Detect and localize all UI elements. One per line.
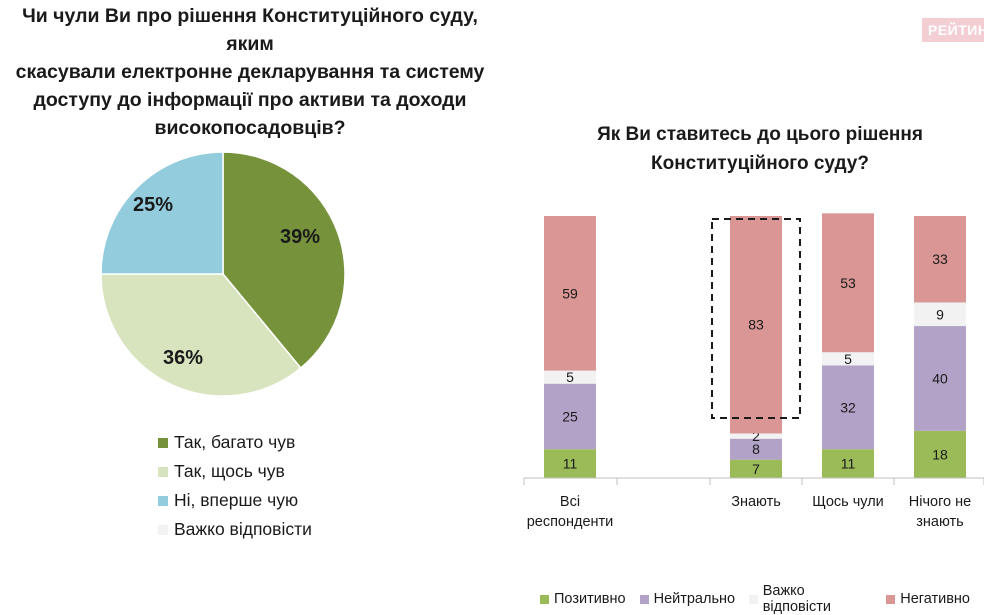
pie-legend-item: Так, багато чув (158, 428, 312, 457)
legend-swatch (540, 594, 549, 604)
bar-legend-item: Позитивно (540, 591, 626, 607)
legend-swatch (639, 594, 649, 604)
pie-slice (222, 151, 346, 370)
bar-segment (914, 302, 966, 327)
legend-swatch (158, 524, 168, 535)
legend-swatch (886, 594, 896, 604)
bar-value-label: 83 (748, 317, 764, 333)
legend-swatch (158, 495, 168, 506)
bar-segment (544, 383, 596, 450)
bar-segment (822, 352, 874, 366)
bar-value-label: 59 (562, 285, 578, 301)
highlight-box (711, 218, 801, 419)
bar-segment (544, 449, 596, 478)
pie-slice (100, 273, 302, 397)
pie-slice-label: 25% (133, 194, 173, 216)
category-label: Нічого не знають (909, 494, 971, 530)
bar-segment (730, 433, 782, 439)
bar-segment (822, 449, 874, 478)
legend-label: Важко відповісти (762, 583, 831, 615)
bar-segment (544, 216, 596, 371)
bar-legend-item: Важко відповісти (749, 583, 872, 615)
bar-value-label: 33 (932, 251, 948, 267)
pie-slice (100, 151, 224, 275)
bar-segment (730, 216, 782, 434)
bar-value-label: 25 (562, 408, 578, 424)
legend-label: Позитивно (554, 591, 626, 607)
bar-segment (914, 430, 966, 478)
category-label: Всі респонденти (527, 494, 614, 530)
bar-value-label: 7 (752, 461, 760, 477)
bar-value-label: 8 (752, 441, 760, 457)
bar-value-label: 32 (840, 399, 856, 415)
bar-segment (822, 213, 874, 353)
bar-segment (730, 438, 782, 460)
legend-swatch (749, 594, 758, 604)
bar-value-label: 11 (563, 456, 578, 472)
legend-swatch (158, 466, 168, 477)
bar-chart-title: Як Ви ставитесь до цього рішення Констит… (597, 124, 923, 174)
bar-value-label: 9 (936, 306, 944, 322)
bar-value-label: 5 (844, 351, 852, 367)
bar-segment (914, 216, 966, 303)
pie-chart-title: Чи чули Ви про рішення Конституційного с… (15, 5, 485, 139)
pie-legend: Так, багато чув Так, щось чув Ні, вперше ч… (158, 428, 312, 544)
brand-logo: РЕЙТИН (922, 18, 984, 42)
bar-segment (544, 370, 596, 384)
bar-legend-item: Нейтрально (639, 591, 736, 607)
category-label: Знають (731, 494, 781, 510)
bar-value-label: 11 (841, 456, 856, 472)
bar-value-label: 2 (752, 428, 760, 444)
pie-legend-item: Так, щось чув (158, 457, 312, 486)
legend-swatch (158, 437, 168, 448)
pie-slice-label: 39% (280, 226, 320, 248)
legend-label: Так, щось чув (174, 461, 285, 481)
legend-label: Важко відповісти (174, 519, 312, 539)
legend-label: Так, багато чув (174, 432, 296, 452)
legend-label: Нейтрально (653, 591, 736, 607)
category-label: Щось чули (812, 494, 884, 510)
legend-label: Ні, вперше чую (174, 490, 299, 510)
pie-slice-label: 36% (163, 347, 203, 369)
pie-legend-item: Ні, вперше чую (158, 486, 312, 515)
legend-label: Негативно (900, 591, 970, 607)
bar-value-label: 18 (932, 446, 948, 462)
bar-segment (914, 326, 966, 431)
pie-legend-item: Важко відповісти (158, 515, 312, 544)
bar-value-label: 53 (840, 275, 856, 291)
bar-segment (822, 365, 874, 450)
bar-value-label: 40 (932, 370, 948, 386)
bar-legend: Позитивно Нейтрально Важко відповісти Негат… (540, 583, 984, 615)
bar-legend-item: Негативно (886, 591, 970, 607)
bar-value-label: 5 (566, 369, 574, 385)
bar-segment (730, 459, 782, 478)
